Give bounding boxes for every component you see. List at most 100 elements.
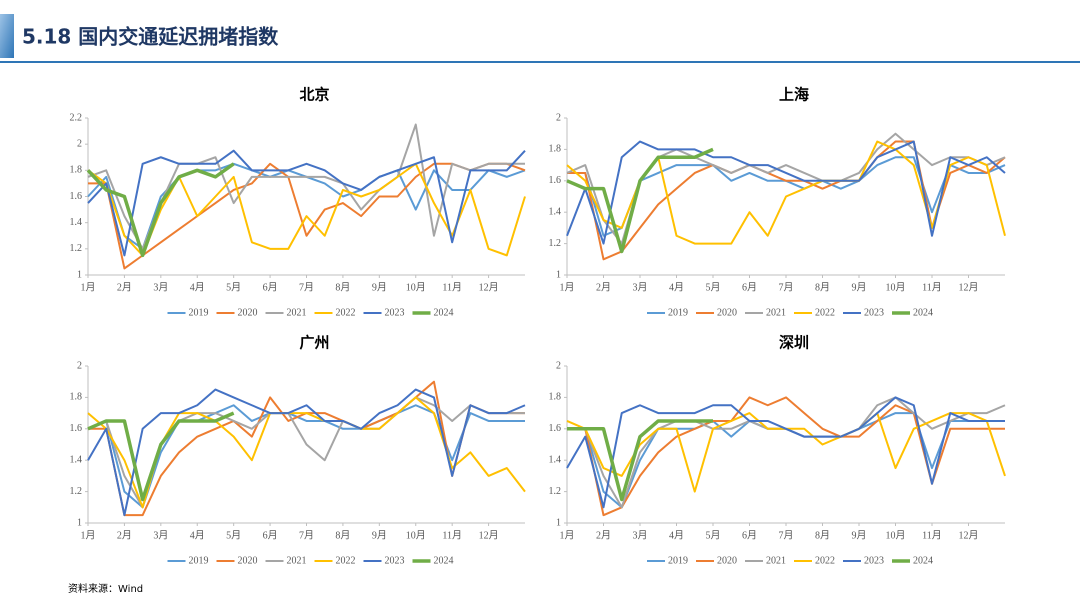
x-tick-label: 12月	[959, 529, 979, 541]
x-tick-label: 2月	[117, 281, 132, 293]
x-tick-label: 6月	[263, 281, 278, 293]
y-tick-label: 1.6	[549, 175, 562, 186]
x-tick-label: 11月	[922, 281, 942, 293]
y-tick-label: 2	[77, 138, 82, 149]
x-tick-label: 11月	[442, 281, 462, 293]
y-tick-label: 1	[556, 269, 561, 280]
x-tick-label: 1月	[560, 529, 575, 541]
x-tick-label: 11月	[922, 529, 942, 541]
x-tick-label: 4月	[669, 529, 684, 541]
legend-label: 2021	[766, 307, 786, 318]
y-tick-label: 1.2	[70, 486, 83, 497]
legend-label: 2022	[336, 307, 356, 318]
series-line	[566, 140, 1006, 245]
chart-title: 广州	[299, 334, 329, 352]
chart-title: 北京	[299, 86, 329, 104]
legend-label: 2020	[717, 555, 737, 566]
y-tick-label: 1.8	[70, 392, 83, 403]
x-tick-label: 1月	[81, 281, 96, 293]
y-tick-label: 1.2	[549, 486, 562, 497]
x-tick-label: 9月	[372, 281, 387, 293]
x-tick-label: 6月	[263, 529, 278, 541]
header-icon	[0, 14, 14, 58]
x-tick-label: 2月	[596, 281, 611, 293]
x-tick-label: 7月	[299, 281, 314, 293]
y-tick-label: 2	[556, 112, 561, 123]
legend-label: 2021	[287, 555, 307, 566]
legend-label: 2024	[913, 307, 933, 318]
x-tick-label: 4月	[669, 281, 684, 293]
y-tick-label: 1.4	[549, 454, 562, 465]
source-note: 资料来源：Wind	[68, 582, 143, 595]
x-tick-label: 3月	[153, 529, 168, 541]
y-tick-label: 1.8	[549, 144, 562, 155]
x-tick-label: 8月	[815, 281, 830, 293]
series-line	[566, 147, 714, 254]
x-tick-label: 3月	[153, 281, 168, 293]
legend-label: 2024	[434, 307, 454, 318]
x-tick-label: 9月	[852, 281, 867, 293]
legend-label: 2020	[238, 555, 258, 566]
x-tick-label: 2月	[596, 529, 611, 541]
x-tick-label: 4月	[190, 529, 205, 541]
chart-title: 上海	[779, 86, 809, 104]
x-tick-label: 11月	[442, 529, 462, 541]
y-tick-label: 1.4	[70, 454, 83, 465]
y-tick-label: 2	[556, 360, 561, 371]
y-tick-label: 1.8	[70, 165, 83, 176]
x-tick-label: 9月	[852, 529, 867, 541]
legend-label: 2021	[287, 307, 307, 318]
legend-label: 2022	[336, 555, 356, 566]
series-line	[86, 162, 235, 258]
series-line	[566, 132, 1006, 245]
legend-label: 2023	[864, 555, 884, 566]
x-tick-label: 10月	[406, 529, 426, 541]
x-tick-label: 8月	[815, 529, 830, 541]
x-tick-label: 8月	[335, 529, 350, 541]
legend-label: 2019	[189, 307, 209, 318]
series-line	[566, 396, 1005, 509]
legend-label: 2022	[815, 555, 835, 566]
x-tick-label: 5月	[706, 529, 721, 541]
x-tick-label: 10月	[886, 529, 906, 541]
x-tick-label: 12月	[479, 281, 499, 293]
legend-label: 2019	[668, 307, 688, 318]
y-tick-label: 1.6	[70, 423, 83, 434]
legend-label: 2020	[717, 307, 737, 318]
x-tick-label: 6月	[742, 529, 757, 541]
x-tick-label: 1月	[560, 281, 575, 293]
x-tick-label: 12月	[479, 529, 499, 541]
y-tick-label: 1.2	[549, 238, 562, 249]
legend-label: 2023	[385, 307, 405, 318]
legend-label: 2019	[668, 555, 688, 566]
header-title: 5.18 国内交通延迟拥堵指数	[22, 25, 279, 49]
legend-label: 2024	[434, 555, 454, 566]
x-tick-label: 4月	[190, 281, 205, 293]
y-tick-label: 1.4	[549, 206, 562, 217]
y-tick-label: 1.2	[70, 243, 83, 254]
x-tick-label: 10月	[406, 281, 426, 293]
legend-label: 2023	[385, 555, 405, 566]
y-tick-label: 2.2	[70, 112, 83, 123]
legend-label: 2019	[189, 555, 209, 566]
x-tick-label: 5月	[706, 281, 721, 293]
series-line	[87, 388, 526, 517]
y-tick-label: 2	[77, 360, 82, 371]
x-tick-label: 9月	[372, 529, 387, 541]
x-tick-label: 7月	[779, 529, 794, 541]
series-line	[87, 162, 526, 257]
series-line	[567, 419, 713, 502]
x-tick-label: 3月	[633, 529, 648, 541]
y-tick-label: 1.4	[70, 217, 83, 228]
x-tick-label: 8月	[335, 281, 350, 293]
y-tick-label: 1.8	[549, 392, 562, 403]
legend-label: 2022	[815, 307, 835, 318]
x-tick-label: 6月	[742, 281, 757, 293]
x-tick-label: 2月	[117, 529, 132, 541]
series-line	[87, 404, 525, 509]
legend-label: 2021	[766, 555, 786, 566]
x-tick-label: 12月	[959, 281, 979, 293]
y-tick-label: 1	[556, 517, 561, 528]
